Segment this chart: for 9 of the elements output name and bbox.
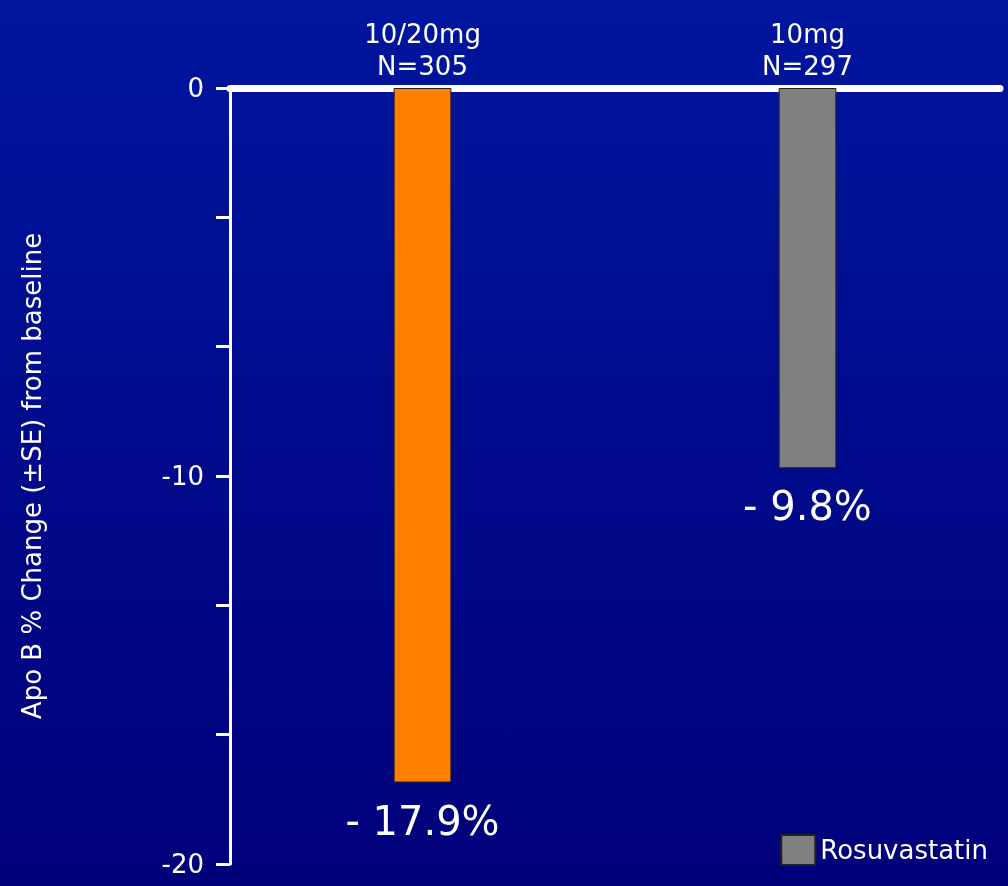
y-tick-label: -20 <box>161 849 204 879</box>
data-label: - 9.8% <box>743 483 872 530</box>
y-axis-title: Apo B % Change (±SE) from baseline <box>17 232 47 720</box>
y-tick-label: -10 <box>161 461 204 491</box>
x-tick-label: 10/20mg N=305 <box>364 19 481 81</box>
y-tick-label: 0 <box>187 73 204 103</box>
legend-label: Rosuvastatin <box>820 835 988 865</box>
data-label: - 17.9% <box>345 797 500 844</box>
x-tick-label: 10mg N=297 <box>762 19 853 81</box>
